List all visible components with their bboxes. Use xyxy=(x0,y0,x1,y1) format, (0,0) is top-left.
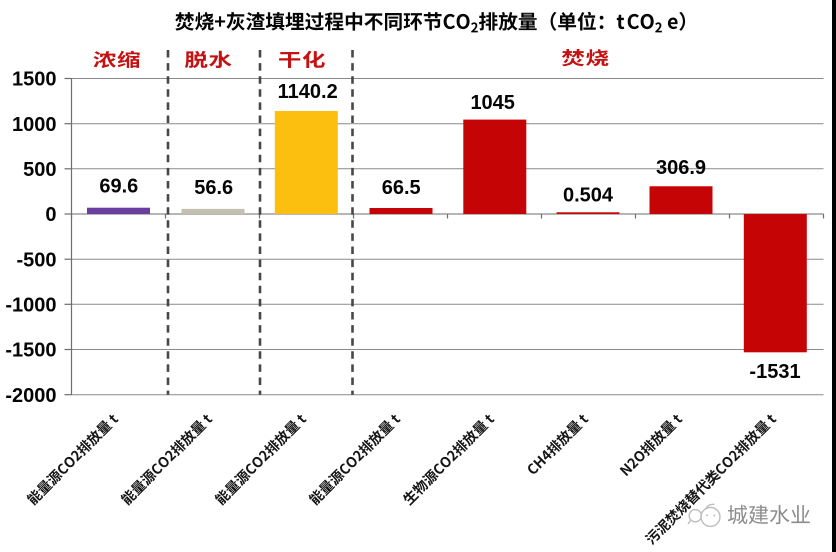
svg-text:0.504: 0.504 xyxy=(563,185,614,207)
svg-text:66.5: 66.5 xyxy=(382,177,421,199)
svg-text:-1500: -1500 xyxy=(5,340,56,362)
svg-text:-500: -500 xyxy=(16,249,56,271)
svg-text:-1000: -1000 xyxy=(5,295,56,317)
svg-text:1140.2: 1140.2 xyxy=(278,81,338,103)
svg-text:-2000: -2000 xyxy=(5,385,56,407)
svg-text:0: 0 xyxy=(45,204,56,226)
svg-text:1500: 1500 xyxy=(12,69,57,91)
svg-text:1045: 1045 xyxy=(470,92,515,114)
svg-text:69.6: 69.6 xyxy=(99,176,138,198)
svg-text:500: 500 xyxy=(23,159,56,181)
svg-text:56.6: 56.6 xyxy=(194,177,233,199)
svg-text:1000: 1000 xyxy=(12,114,57,136)
svg-text:306.9: 306.9 xyxy=(656,157,706,179)
svg-text:-1531: -1531 xyxy=(749,361,800,383)
